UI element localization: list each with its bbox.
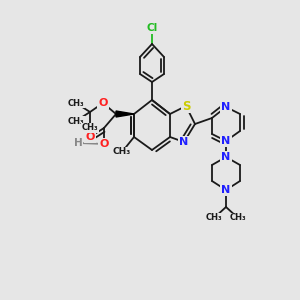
Text: Cl: Cl <box>146 23 158 33</box>
Text: CH₃: CH₃ <box>113 148 131 157</box>
Polygon shape <box>116 111 134 117</box>
Text: CH₃: CH₃ <box>230 214 246 223</box>
Text: N: N <box>179 137 189 147</box>
Text: H: H <box>74 138 82 148</box>
Text: CH₃: CH₃ <box>68 98 84 107</box>
Text: O: O <box>98 98 108 108</box>
Text: N: N <box>221 152 231 162</box>
Text: N: N <box>221 136 231 146</box>
Text: N: N <box>221 185 231 195</box>
Text: O: O <box>85 132 95 142</box>
Text: CH₃: CH₃ <box>206 214 222 223</box>
Text: CH₃: CH₃ <box>82 124 98 133</box>
Text: S: S <box>182 100 190 112</box>
Text: CH₃: CH₃ <box>68 116 84 125</box>
Text: N: N <box>221 102 231 112</box>
Text: O: O <box>99 139 109 149</box>
